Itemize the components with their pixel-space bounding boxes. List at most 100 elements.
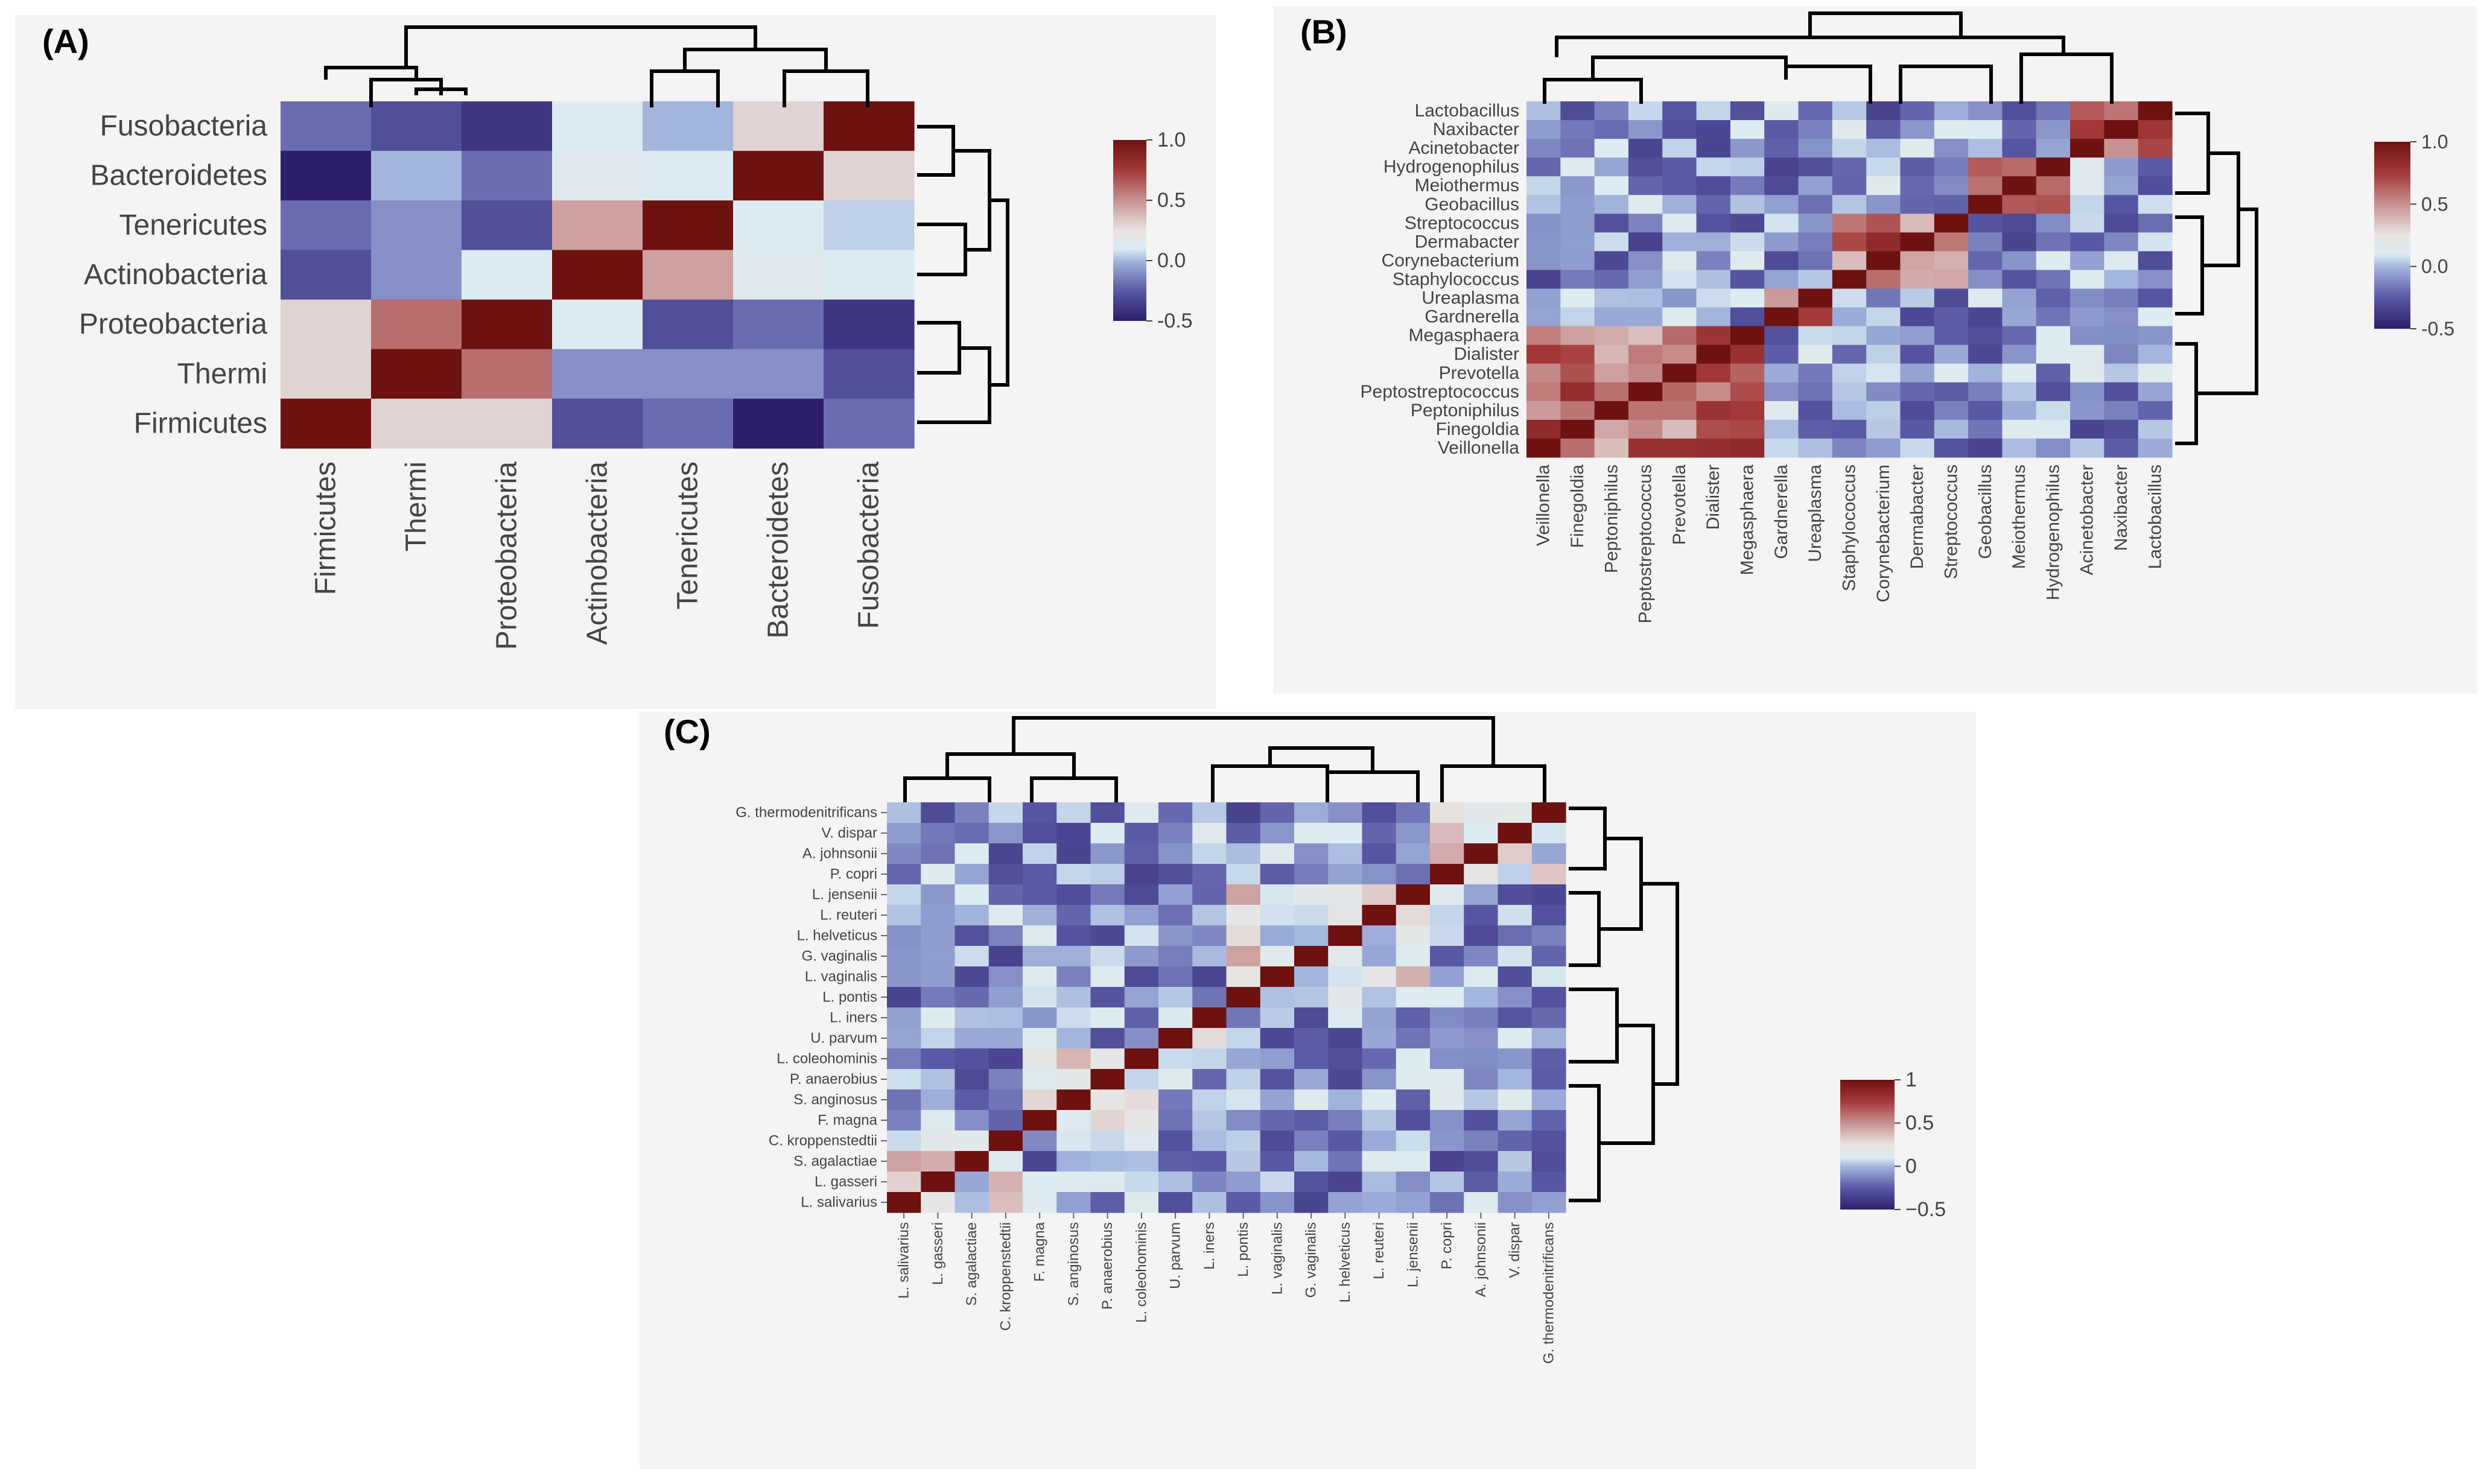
heatmap-cell: [988, 946, 1023, 967]
heatmap-cell: [1900, 120, 1935, 139]
panel-c-label: (C): [664, 712, 711, 750]
heatmap-cell: [1294, 823, 1329, 844]
row-label: Lactobacillus: [1415, 101, 1519, 121]
heatmap-cell: [1362, 1007, 1397, 1029]
heatmap-cell: [1934, 157, 1969, 177]
heatmap-cell: [462, 349, 553, 399]
row-label: Dermabacter: [1415, 232, 1519, 252]
heatmap-cell: [1158, 1130, 1193, 1152]
heatmap-cell: [2104, 251, 2139, 271]
heatmap-cell: [1934, 363, 1969, 383]
row-label: U. parvum: [810, 1030, 877, 1047]
heatmap-cell: [1764, 176, 1799, 195]
heatmap-cell: [1968, 101, 2003, 121]
heatmap-cell: [1023, 1130, 1057, 1152]
heatmap-cell: [1226, 925, 1261, 947]
heatmap-cell: [1056, 905, 1091, 926]
heatmap-cell: [887, 1048, 921, 1070]
heatmap-cell: [1396, 1192, 1431, 1213]
heatmap-cell: [955, 1007, 989, 1029]
heatmap-cell: [2002, 419, 2037, 439]
heatmap-cell: [1628, 120, 1663, 139]
heatmap-cell: [1464, 1151, 1499, 1172]
heatmap-cell: [1968, 307, 2003, 327]
heatmap-cell: [1260, 1192, 1295, 1213]
heatmap-cell: [2036, 326, 2071, 346]
heatmap-cell: [643, 151, 734, 201]
heatmap-cell: [1260, 1069, 1295, 1090]
heatmap-cell: [1798, 382, 1833, 402]
heatmap-cell: [643, 299, 734, 350]
heatmap-cell: [1328, 966, 1363, 988]
heatmap-cell: [921, 1028, 956, 1049]
panel-a-row-dendrogram: [917, 125, 1009, 424]
column-label: S. anginosus: [1066, 1222, 1082, 1306]
heatmap-cell: [1531, 1028, 1566, 1049]
column-label: Actinobacteria: [582, 461, 614, 645]
heatmap-cell: [1498, 1069, 1533, 1090]
heatmap-cell: [1226, 884, 1261, 905]
heatmap-cell: [1866, 363, 1901, 383]
heatmap-cell: [1260, 905, 1295, 926]
row-label: F. magna: [818, 1112, 877, 1129]
heatmap-cell: [1430, 1172, 1464, 1193]
heatmap-cell: [1934, 438, 1969, 458]
heatmap-cell: [1124, 966, 1159, 988]
heatmap-cell: [1498, 946, 1533, 967]
heatmap-cell: [1158, 1028, 1193, 1049]
column-label: Peptostreptococcus: [1636, 465, 1656, 623]
heatmap-cell: [1832, 176, 1867, 195]
heatmap-cell: [1764, 232, 1799, 252]
heatmap-cell: [1798, 101, 1833, 121]
row-label: A. johnsonii: [802, 846, 877, 862]
heatmap-cell: [2138, 382, 2173, 402]
column-label: L. reuteri: [1371, 1222, 1387, 1279]
heatmap-cell: [1594, 438, 1629, 458]
heatmap-cell: [2138, 419, 2173, 439]
heatmap-cell: [1531, 843, 1566, 864]
heatmap-cell: [1260, 864, 1295, 885]
heatmap-cell: [1832, 382, 1867, 402]
heatmap-cell: [1498, 1048, 1533, 1070]
heatmap-cell: [1294, 843, 1329, 864]
heatmap-cell: [2036, 157, 2071, 177]
heatmap-cell: [1526, 288, 1561, 308]
heatmap-cell: [1430, 1089, 1464, 1111]
heatmap-cell: [1531, 1007, 1566, 1029]
row-label: L. iners: [830, 1010, 877, 1026]
heatmap-cell: [1192, 1130, 1227, 1152]
heatmap-cell: [988, 1089, 1023, 1111]
heatmap-cell: [955, 946, 989, 967]
panel-c-heatmap: G. thermodenitrificans V. dispar A. johnso…: [735, 802, 1566, 1364]
column-label: F. magna: [1032, 1222, 1048, 1281]
heatmap-cell: [1866, 382, 1901, 402]
heatmap-cell: [1294, 802, 1329, 823]
heatmap-cell: [1662, 401, 1697, 420]
heatmap-cell: [1531, 802, 1566, 823]
heatmap-cell: [921, 884, 956, 905]
heatmap-cell: [1396, 1028, 1431, 1049]
heatmap-cell: [1662, 101, 1697, 121]
heatmap-cell: [1328, 864, 1363, 885]
heatmap-cell: [1531, 905, 1566, 926]
heatmap-cell: [1730, 307, 1765, 327]
heatmap-cell: [955, 1172, 989, 1193]
heatmap-cell: [1464, 1048, 1499, 1070]
heatmap-cell: [921, 823, 956, 844]
heatmap-cell: [1730, 232, 1765, 252]
heatmap-cell: [1866, 214, 1901, 233]
heatmap-cell: [1328, 823, 1363, 844]
heatmap-cell: [1696, 419, 1731, 439]
heatmap-cell: [1498, 905, 1533, 926]
panel-b-column-dendrogram: [1543, 11, 2114, 104]
heatmap-cell: [955, 1130, 989, 1152]
heatmap-cell: [1560, 419, 1595, 439]
column-label: Firmicutes: [310, 461, 342, 595]
heatmap-cell: [1526, 382, 1561, 402]
heatmap-cell: [1968, 270, 2003, 290]
heatmap-cell: [1192, 1007, 1227, 1029]
heatmap-cell: [1900, 139, 1935, 158]
colorbar-tick-label: 0.0: [2421, 256, 2448, 277]
heatmap-cell: [1560, 438, 1595, 458]
row-label: L. salivarius: [801, 1194, 877, 1211]
